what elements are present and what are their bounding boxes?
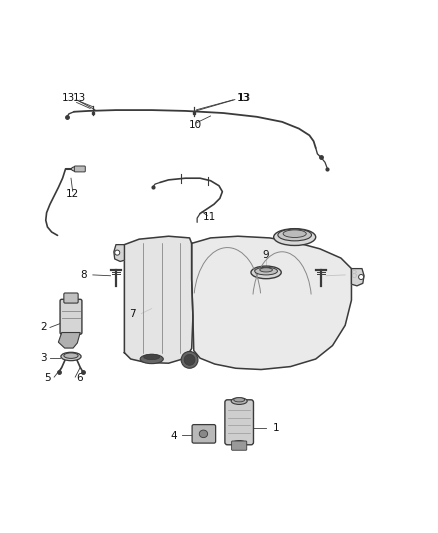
- Polygon shape: [58, 333, 80, 348]
- FancyBboxPatch shape: [225, 400, 254, 445]
- Circle shape: [184, 354, 195, 365]
- Text: 12: 12: [66, 189, 79, 199]
- FancyBboxPatch shape: [192, 425, 215, 443]
- Text: 8: 8: [80, 270, 87, 280]
- Text: 11: 11: [203, 212, 216, 222]
- Text: 10: 10: [189, 120, 202, 130]
- Text: 7: 7: [130, 309, 136, 319]
- Text: 13: 13: [62, 93, 75, 103]
- Ellipse shape: [71, 167, 79, 171]
- Text: 13: 13: [73, 93, 86, 103]
- FancyBboxPatch shape: [232, 441, 247, 450]
- Text: 5: 5: [44, 373, 51, 383]
- Text: 2: 2: [40, 322, 46, 333]
- Ellipse shape: [260, 268, 272, 272]
- Text: 1: 1: [272, 423, 279, 433]
- Ellipse shape: [251, 266, 281, 279]
- Text: 8: 8: [350, 270, 357, 280]
- Ellipse shape: [140, 354, 163, 364]
- Ellipse shape: [234, 398, 245, 402]
- FancyBboxPatch shape: [74, 166, 85, 172]
- Ellipse shape: [231, 398, 247, 405]
- Text: 6: 6: [76, 373, 83, 383]
- Ellipse shape: [144, 354, 160, 360]
- Ellipse shape: [61, 352, 81, 361]
- Text: 13: 13: [237, 93, 250, 103]
- Text: 4: 4: [170, 431, 177, 441]
- Circle shape: [181, 351, 198, 368]
- Ellipse shape: [233, 441, 246, 446]
- Text: 3: 3: [40, 353, 46, 363]
- Circle shape: [359, 274, 364, 279]
- Ellipse shape: [255, 268, 277, 275]
- Polygon shape: [124, 236, 193, 363]
- FancyBboxPatch shape: [64, 293, 78, 303]
- FancyBboxPatch shape: [60, 300, 82, 334]
- Text: 9: 9: [263, 250, 269, 260]
- Polygon shape: [192, 236, 351, 369]
- Circle shape: [115, 250, 120, 255]
- Ellipse shape: [199, 430, 208, 438]
- Polygon shape: [351, 269, 364, 286]
- Ellipse shape: [283, 230, 306, 238]
- Ellipse shape: [64, 353, 78, 358]
- Polygon shape: [114, 245, 124, 262]
- Text: 13: 13: [237, 93, 251, 103]
- Ellipse shape: [278, 229, 311, 241]
- Ellipse shape: [274, 229, 316, 246]
